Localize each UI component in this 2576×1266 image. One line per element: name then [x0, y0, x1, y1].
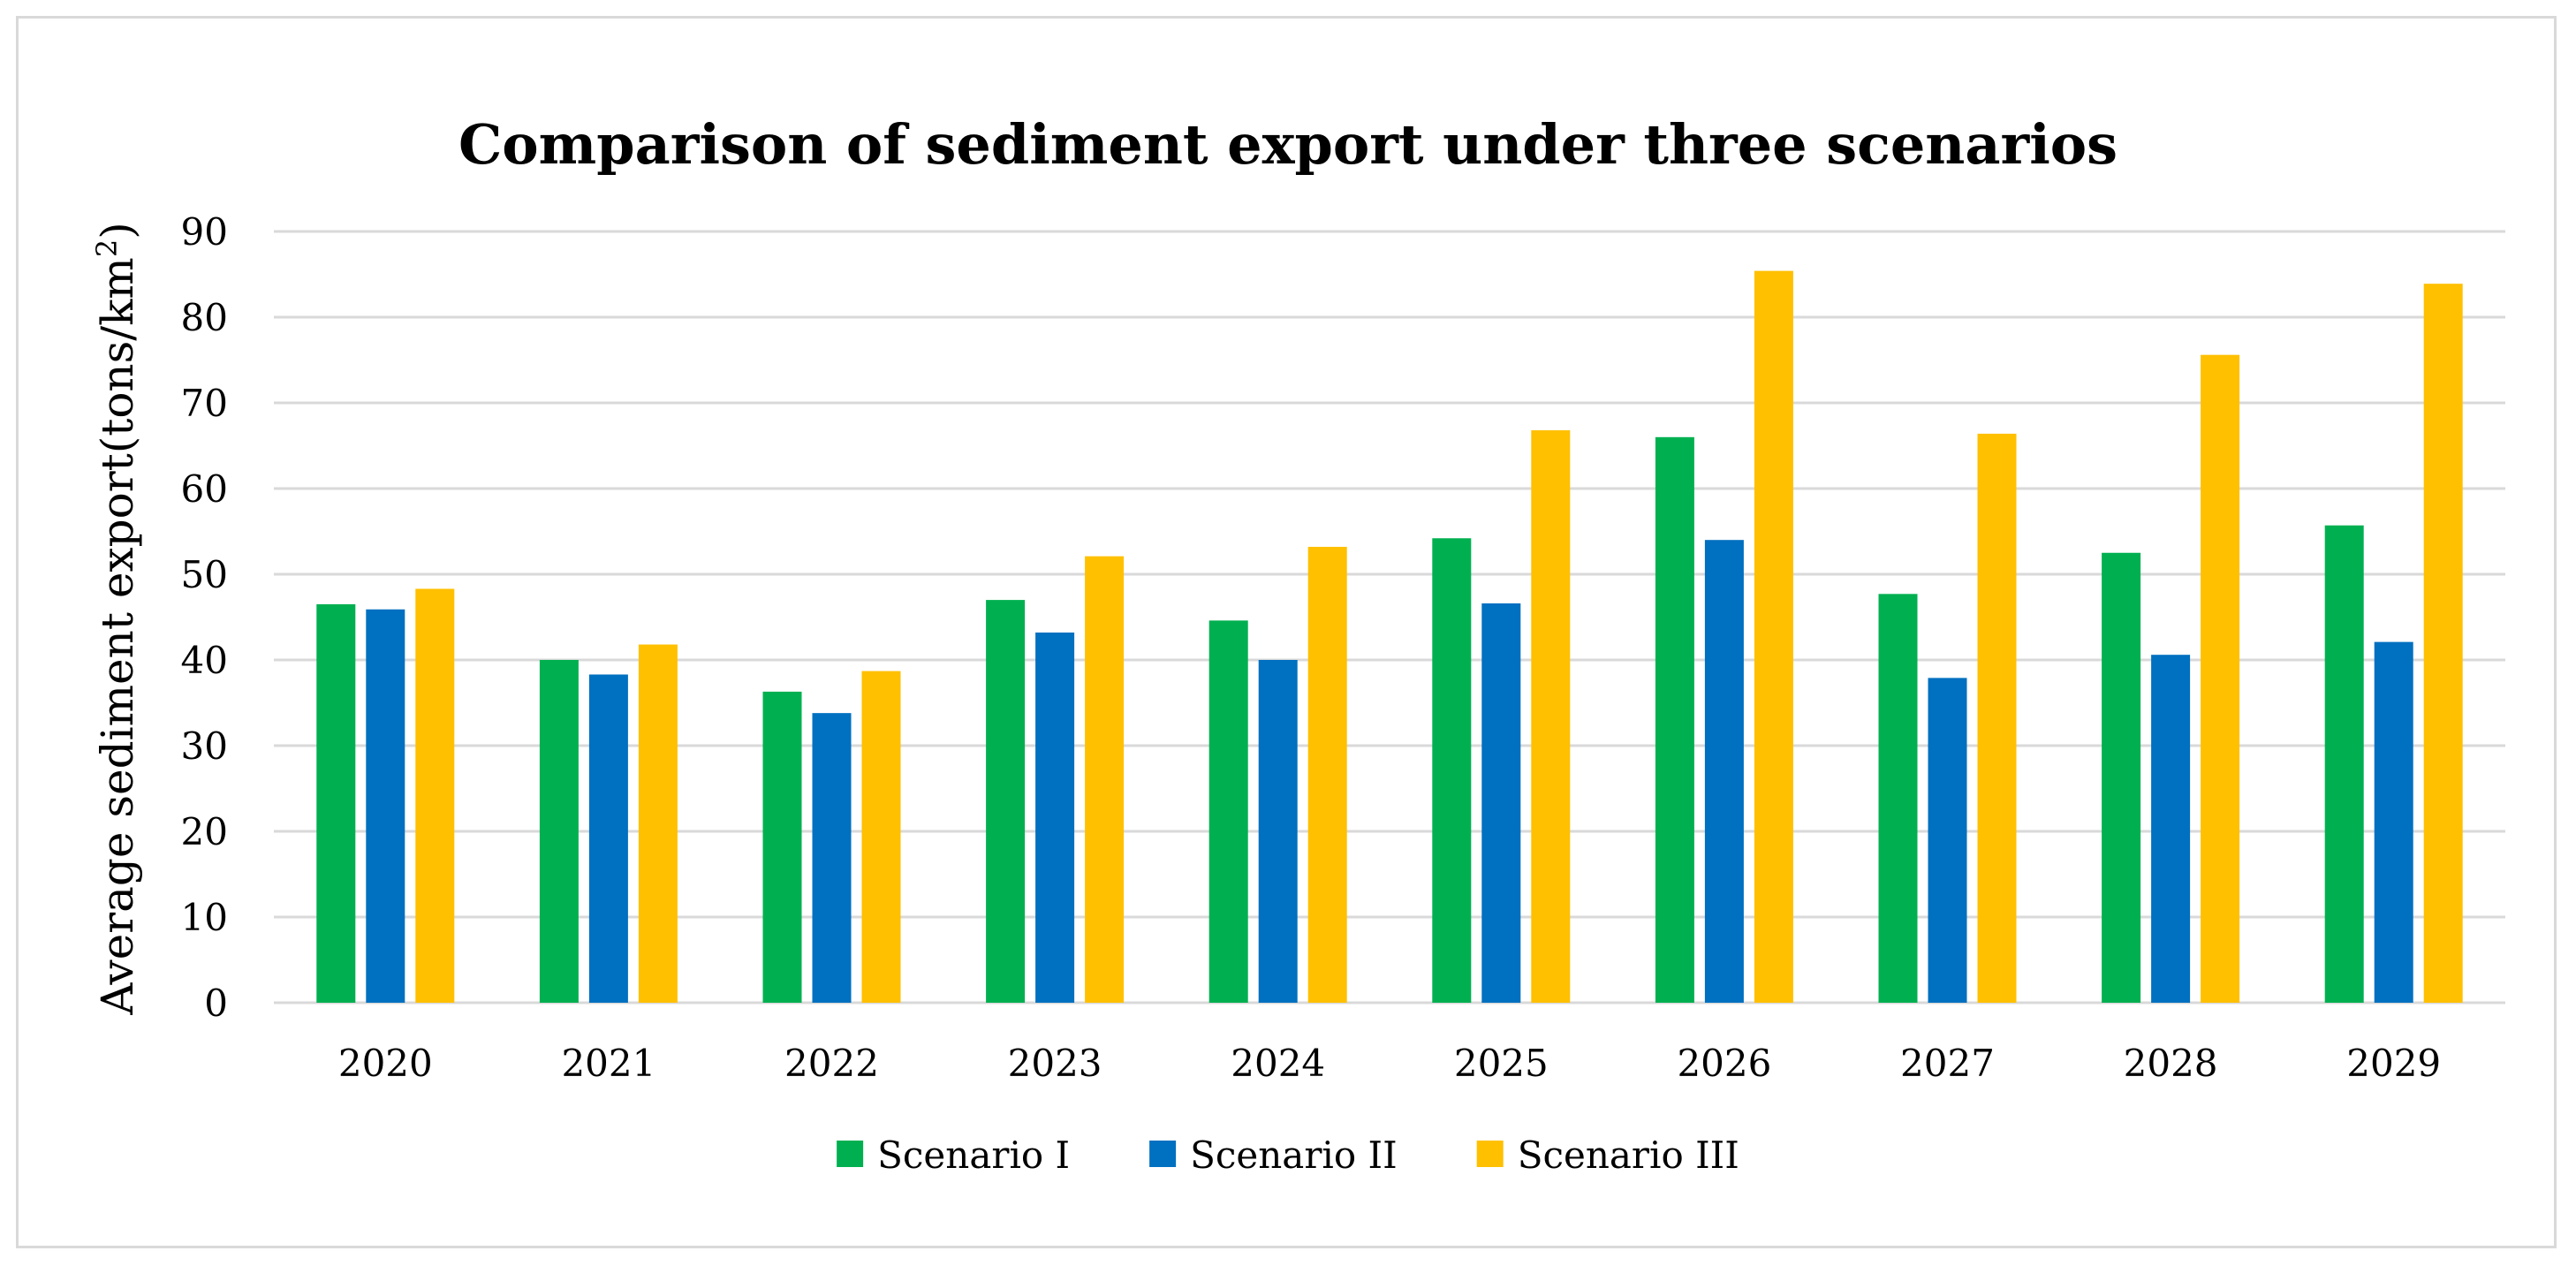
- bar-scenario-iii-2022: [861, 671, 901, 1003]
- bar-scenario-ii-2028: [2151, 655, 2191, 1003]
- y-tick-label: 60: [181, 467, 228, 511]
- y-tick-label: 20: [181, 810, 228, 853]
- y-axis-ticks: 0 10 20 30 40 50 60 70 80 90: [181, 210, 228, 1025]
- bar-scenario-i-2021: [539, 660, 579, 1003]
- bar-scenario-ii-2023: [1035, 632, 1075, 1003]
- bar-scenario-iii-2021: [638, 644, 678, 1003]
- bar-scenario-iii-2029: [2423, 284, 2463, 1003]
- x-tick-label: 2028: [2124, 1042, 2218, 1085]
- legend: Scenario I Scenario II Scenario III: [837, 1133, 1739, 1177]
- bars: [316, 270, 2463, 1003]
- bar-scenario-ii-2021: [588, 674, 628, 1003]
- bar-scenario-iii-2023: [1085, 556, 1125, 1003]
- y-tick-label: 80: [181, 296, 228, 339]
- x-tick-label: 2029: [2346, 1042, 2441, 1085]
- y-tick-label: 90: [181, 210, 228, 254]
- chart-frame: [16, 16, 2557, 1248]
- legend-label-scenario-ii: Scenario II: [1190, 1133, 1398, 1177]
- y-tick-label: 10: [181, 896, 228, 939]
- y-tick-label: 50: [181, 553, 228, 596]
- y-axis-label-end: ): [92, 222, 143, 239]
- x-tick-label: 2023: [1008, 1042, 1102, 1085]
- bar-scenario-i-2023: [986, 600, 1026, 1003]
- bar-scenario-ii-2022: [812, 713, 852, 1003]
- bar-scenario-iii-2026: [1754, 270, 1793, 1003]
- x-tick-label: 2025: [1454, 1042, 1549, 1085]
- y-tick-label: 70: [181, 382, 228, 425]
- bar-scenario-ii-2026: [1704, 540, 1744, 1003]
- bar-scenario-iii-2020: [415, 588, 455, 1003]
- legend-swatch-scenario-ii: [1149, 1141, 1177, 1167]
- y-tick-label: 30: [181, 724, 228, 768]
- y-axis-label-superscript: 2: [90, 239, 124, 257]
- bar-scenario-i-2028: [2102, 552, 2141, 1003]
- x-tick-label: 2027: [1900, 1042, 1995, 1085]
- x-axis-ticks: 2020 2021 2022 2023 2024 2025 2026 2027 2028 2029: [338, 1042, 2441, 1085]
- bar-scenario-i-2029: [2324, 525, 2364, 1003]
- legend-label-scenario-i: Scenario I: [877, 1133, 1070, 1177]
- bar-scenario-i-2025: [1432, 538, 1472, 1003]
- x-tick-label: 2020: [338, 1042, 433, 1085]
- y-tick-label: 0: [204, 982, 228, 1025]
- legend-swatch-scenario-i: [837, 1141, 864, 1167]
- legend-swatch-scenario-iii: [1476, 1141, 1504, 1167]
- bar-scenario-i-2026: [1655, 436, 1694, 1003]
- x-tick-label: 2026: [1677, 1042, 1771, 1085]
- bar-scenario-iii-2027: [1977, 433, 2017, 1003]
- bar-scenario-ii-2029: [2374, 641, 2413, 1003]
- bar-scenario-i-2022: [762, 691, 802, 1003]
- bar-scenario-ii-2024: [1258, 660, 1298, 1003]
- x-tick-label: 2024: [1231, 1042, 1325, 1085]
- y-tick-label: 40: [181, 639, 228, 682]
- chart-title: Comparison of sediment export under thre…: [458, 112, 2118, 177]
- bar-scenario-iii-2025: [1531, 430, 1571, 1003]
- bar-scenario-i-2024: [1208, 620, 1248, 1003]
- x-tick-label: 2021: [561, 1042, 655, 1085]
- bar-scenario-ii-2027: [1928, 678, 1967, 1003]
- bar-scenario-i-2027: [1878, 594, 1918, 1003]
- legend-label-scenario-iii: Scenario III: [1518, 1133, 1739, 1177]
- x-tick-label: 2022: [784, 1042, 879, 1085]
- y-axis-label: Average sediment export(tons/km2): [90, 222, 143, 1015]
- bar-scenario-iii-2024: [1307, 546, 1347, 1003]
- bar-scenario-i-2020: [316, 603, 356, 1003]
- bar-scenario-ii-2025: [1481, 603, 1521, 1003]
- bar-scenario-iii-2028: [2201, 354, 2240, 1003]
- y-axis-label-main: Average sediment export(tons/km: [92, 257, 143, 1016]
- bar-scenario-ii-2020: [366, 609, 405, 1003]
